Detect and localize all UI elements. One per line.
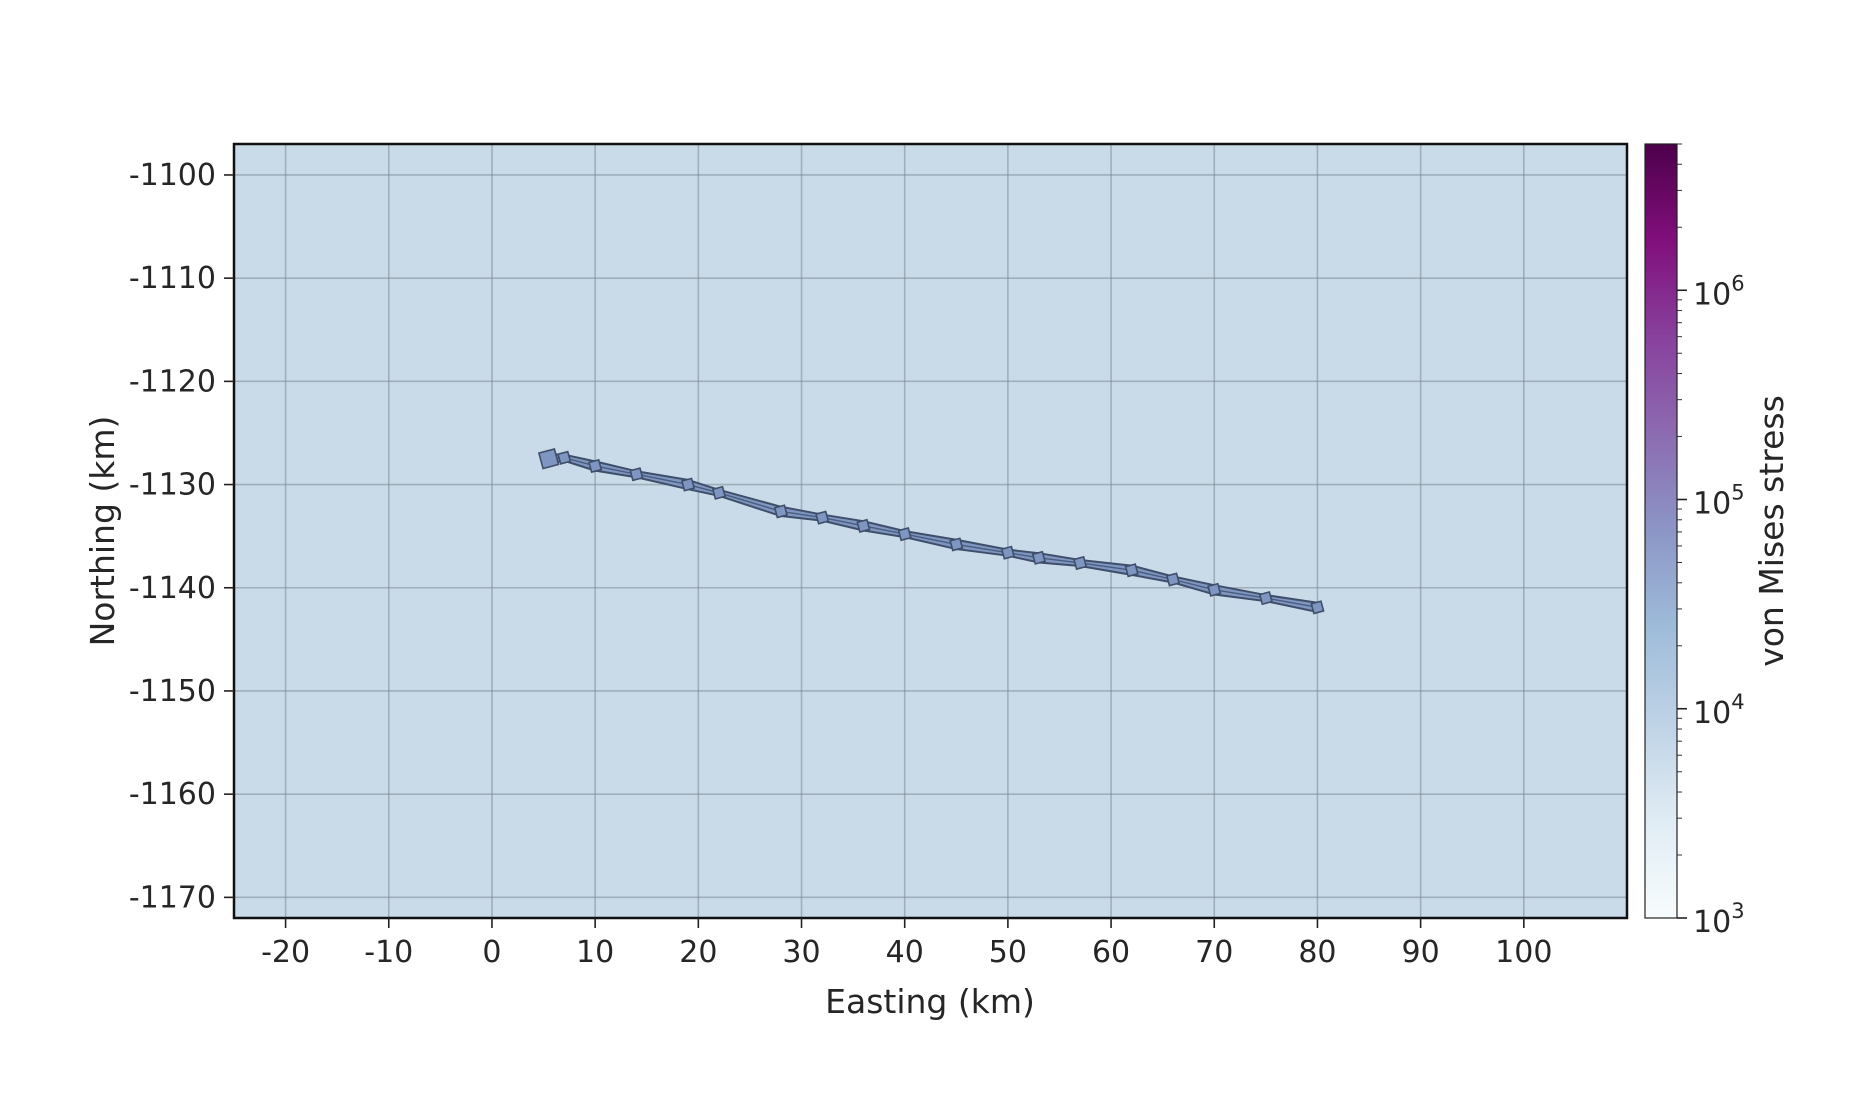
y-tick-label: -1120 [129, 364, 216, 399]
x-tick-label: -20 [261, 935, 310, 970]
colorbar-ticks: 103 104 105 106 [1677, 143, 1745, 940]
plot-background [234, 144, 1627, 918]
data-series [537, 447, 1325, 615]
plot-area [232, 142, 1629, 920]
y-tick-label: -1150 [129, 674, 216, 709]
x-tick-label: 50 [989, 935, 1027, 970]
fault-point [629, 467, 644, 482]
fault-point [897, 526, 912, 542]
y-tick-label: -1140 [129, 571, 216, 606]
colorbar-tick-label: 105 [1693, 481, 1745, 522]
x-tick-label: 30 [782, 935, 820, 970]
x-tick-label: -10 [364, 935, 413, 970]
y-tick-label: -1100 [129, 158, 216, 193]
x-axis-title: Easting (km) [825, 982, 1035, 1021]
fault-point [557, 450, 572, 465]
x-axis: -20 -10 0 10 20 30 40 50 60 70 80 90 100 [261, 918, 1552, 970]
x-tick-label: 60 [1092, 935, 1130, 970]
x-tick-label: 0 [482, 935, 501, 970]
fault-point [1165, 572, 1181, 587]
y-tick-label: -1170 [129, 880, 216, 915]
fault-point [1258, 590, 1273, 606]
fault-point [773, 504, 788, 519]
colorbar-bar [1644, 143, 1678, 919]
y-axis: -1100 -1110 -1120 -1130 -1140 -1150 -1160 -1170 [129, 158, 234, 915]
fault-point [949, 537, 964, 552]
x-tick-label: 70 [1195, 935, 1233, 970]
colorbar: 103 104 105 106 von Mises stress [1644, 143, 1791, 940]
x-tick-label: 40 [886, 935, 924, 970]
x-tick-label: 90 [1402, 935, 1440, 970]
colorbar-tick-label: 104 [1693, 690, 1745, 731]
y-axis-title: Northing (km) [83, 416, 122, 647]
fault-point [1073, 555, 1088, 571]
fault-point [1031, 550, 1046, 565]
plot-frame [232, 142, 1629, 920]
fault-point [1000, 545, 1015, 560]
x-tick-label: 100 [1495, 935, 1552, 970]
y-tick-label: -1110 [129, 261, 216, 296]
fault-point [680, 477, 696, 492]
x-tick-label: 10 [576, 935, 614, 970]
fault-point [815, 510, 830, 525]
y-tick-label: -1160 [129, 777, 216, 812]
x-tick-label: 80 [1298, 935, 1336, 970]
colorbar-label: von Mises stress [1752, 395, 1791, 667]
fault-point [1310, 600, 1325, 615]
fault-point [588, 458, 603, 474]
y-tick-label: -1130 [129, 468, 216, 503]
fault-point [1124, 563, 1139, 578]
gridlines [234, 144, 1627, 918]
fault-point [856, 518, 871, 533]
colorbar-tick-label: 106 [1693, 271, 1745, 312]
colorbar-tick-label: 103 [1693, 899, 1745, 940]
fault-point [1207, 582, 1222, 597]
fault-point [711, 485, 727, 500]
fault-point [537, 447, 560, 470]
x-tick-label: 20 [679, 935, 717, 970]
